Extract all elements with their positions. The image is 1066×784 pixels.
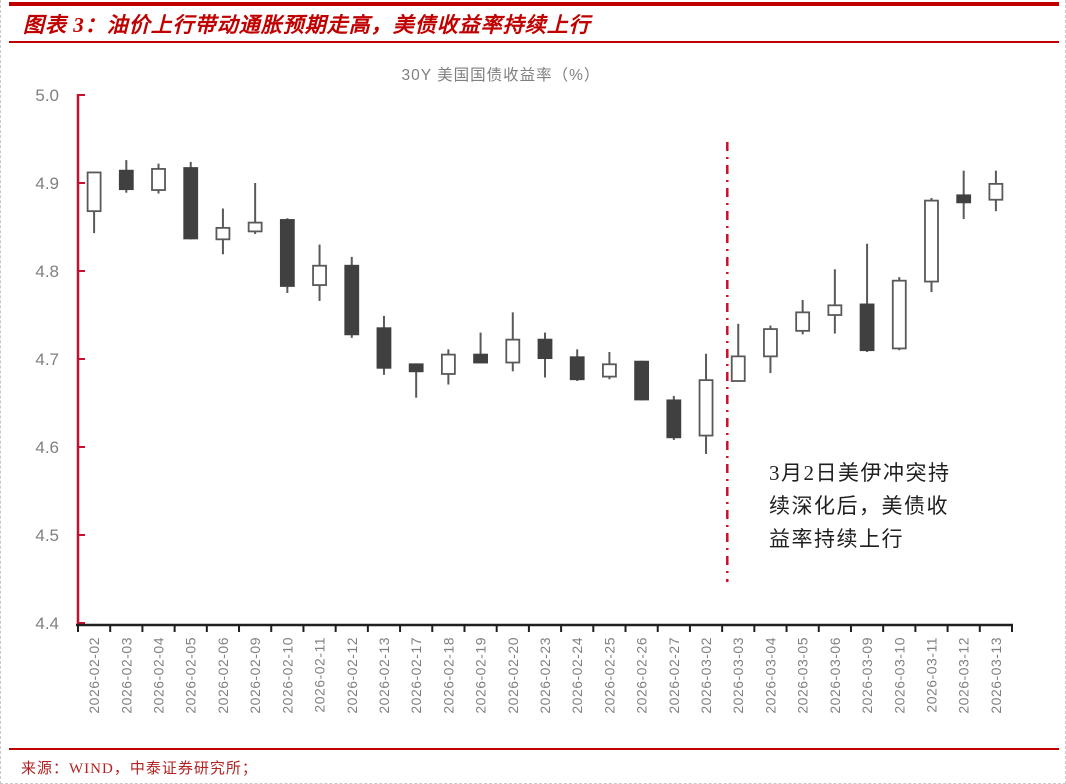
candle-body: [666, 399, 682, 439]
x-tick-label: 2026-03-13: [988, 637, 1004, 714]
candle-body: [279, 219, 295, 287]
candle-body: [924, 199, 939, 283]
candle-body: [795, 311, 811, 332]
x-tick-label: 2026-03-11: [923, 637, 939, 713]
candle-body: [505, 338, 521, 364]
chart-title: 30Y 美国国债收益率（%）: [401, 67, 601, 84]
candle-body: [215, 226, 231, 241]
x-tick-label: 2026-03-09: [859, 637, 875, 714]
candle-body: [827, 304, 843, 316]
x-tick-label: 2026-02-13: [376, 637, 392, 714]
x-tick-label: 2026-02-10: [279, 637, 295, 714]
x-tick-label: 2026-02-12: [344, 637, 360, 714]
y-tick-label: 4.5: [35, 526, 59, 545]
candle-body: [891, 279, 907, 350]
y-tick-label: 4.8: [35, 262, 59, 281]
candle-body: [730, 355, 746, 382]
candle-body: [537, 338, 553, 360]
candle-body: [859, 303, 875, 352]
event-annotation: 3月2日美伊冲突持 续深化后，美债收 益率持续上行: [769, 457, 1049, 556]
candle-body: [763, 328, 778, 358]
candle-body: [344, 264, 360, 336]
x-tick-label: 2026-02-20: [505, 637, 521, 714]
x-tick-label: 2026-02-11: [312, 637, 328, 713]
x-tick-label: 2026-02-02: [86, 637, 102, 714]
x-tick-label: 2026-03-05: [795, 637, 811, 714]
candle-body: [956, 194, 972, 204]
footer-divider: [9, 748, 1059, 750]
x-tick-label: 2026-02-24: [569, 637, 585, 714]
candle-body: [86, 171, 102, 213]
top-accent-bar: [9, 2, 1059, 6]
x-tick-label: 2026-02-05: [183, 637, 199, 714]
x-tick-label: 2026-03-03: [730, 637, 746, 714]
x-tick-label: 2026-03-02: [698, 637, 714, 714]
annotation-line-3: 益率持续上行: [769, 527, 904, 551]
x-tick-label: 2026-02-23: [537, 637, 553, 714]
x-tick-label: 2026-02-26: [634, 637, 650, 714]
x-tick-label: 2026-02-25: [601, 637, 617, 714]
x-tick-label: 2026-02-04: [151, 637, 167, 714]
title-divider: [9, 41, 1059, 43]
candle-body: [151, 168, 166, 191]
annotation-line-1: 3月2日美伊冲突持: [769, 461, 951, 485]
candle-body: [440, 353, 456, 375]
y-tick-label: 4.4: [35, 614, 59, 633]
candle-body: [988, 182, 1004, 201]
source-note: 来源：WIND，中泰证券研究所；: [21, 761, 258, 777]
x-tick-label: 2026-02-17: [408, 637, 424, 714]
x-tick-label: 2026-02-03: [118, 637, 134, 714]
x-tick-label: 2026-02-27: [666, 637, 682, 714]
candle-body: [569, 356, 585, 381]
candle-body: [247, 221, 263, 233]
y-tick-label: 4.6: [35, 438, 59, 457]
x-tick-label: 2026-02-18: [440, 637, 456, 714]
y-tick-label: 4.9: [35, 174, 59, 193]
x-tick-label: 2026-02-09: [247, 637, 263, 714]
candle-body: [183, 167, 199, 240]
x-tick-label: 2026-03-04: [762, 637, 778, 714]
figure-title: 图表 3：油价上行带动通胀预期走高，美债收益率持续上行: [23, 13, 591, 37]
x-tick-label: 2026-02-06: [215, 637, 231, 714]
y-tick-label: 4.7: [35, 350, 59, 369]
x-tick-label: 2026-02-19: [473, 637, 489, 714]
candle-body: [634, 360, 650, 401]
annotation-line-2: 续深化后，美债收: [769, 494, 949, 518]
x-tick-label: 2026-03-10: [891, 637, 907, 714]
x-tick-label: 2026-03-06: [827, 637, 843, 714]
candle-body: [376, 327, 392, 369]
candle-body: [698, 379, 714, 437]
candle-body: [312, 264, 327, 286]
candle-body: [118, 169, 134, 191]
candle-body: [408, 363, 424, 373]
x-tick-label: 2026-03-12: [956, 637, 972, 714]
candle-body: [602, 363, 617, 378]
candle-body: [473, 353, 488, 364]
y-tick-label: 5.0: [35, 86, 59, 105]
